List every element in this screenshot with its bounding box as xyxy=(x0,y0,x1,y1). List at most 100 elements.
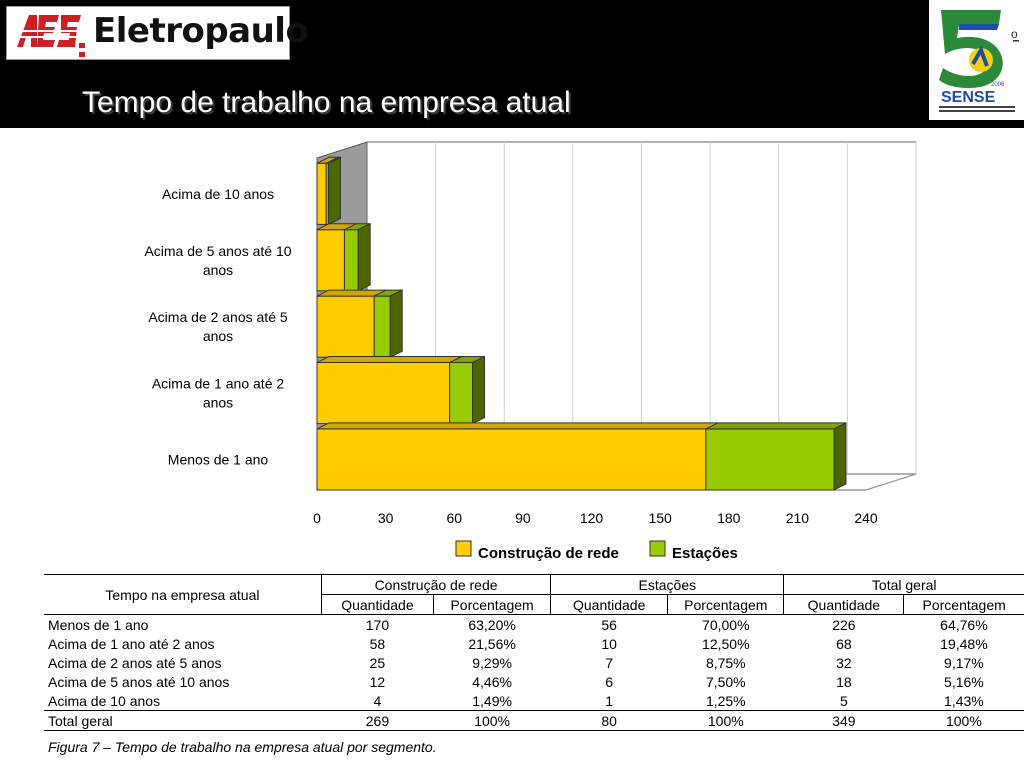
table-cell: 4 xyxy=(373,692,382,709)
chart-bar-top xyxy=(705,422,847,430)
table-total-row: Total geral 269 100% 80 100% 349 100% xyxy=(44,710,1024,731)
table-cell: 9,17% xyxy=(944,654,984,671)
table-col-header: Tempo na empresa atual xyxy=(44,574,322,615)
table-cell: 56 xyxy=(601,616,617,633)
table-group-header: Total geral xyxy=(783,574,1024,595)
table-cell: 70,00% xyxy=(702,616,750,633)
eletropaulo-logo: Eletropaulo xyxy=(6,6,309,60)
table-cell: 5 xyxy=(839,692,848,709)
table-row: Menos de 1 ano 170 63,20% 56 70,00% 226 … xyxy=(44,615,1024,635)
x-tick-label: 150 xyxy=(648,510,672,526)
chart-bar-top xyxy=(316,356,462,364)
chart-bar xyxy=(316,428,707,491)
table-cell: 9,29% xyxy=(472,654,512,671)
legend-swatch xyxy=(455,540,472,557)
table-row-label: Acima de 5 anos até 10 anos xyxy=(48,673,230,690)
sense-logo: 2006 SENSE o xyxy=(929,0,1024,120)
table-cell: 100% xyxy=(433,710,551,731)
chart-bar xyxy=(316,229,345,292)
x-tick-label: 0 xyxy=(313,510,321,526)
chart-bar xyxy=(705,428,835,491)
table-group-header: Estações xyxy=(550,574,784,595)
table-cell: 10 xyxy=(601,635,617,652)
chart-bar-side xyxy=(389,289,403,359)
y-category-label-line: Acima de 10 anos xyxy=(162,186,274,202)
y-category-label-line: anos xyxy=(203,262,233,278)
table-row: Acima de 1 ano até 2 anos 58 21,56% 10 1… xyxy=(44,634,1024,653)
sense-logo-text: SENSE xyxy=(941,89,996,106)
legend-swatch xyxy=(649,540,666,557)
table-row: Acima de 5 anos até 10 anos 12 4,46% 6 7… xyxy=(44,672,1024,691)
table-cell: 80 xyxy=(550,710,668,731)
table-cell: 100% xyxy=(903,710,1024,731)
header-bar: Eletropaulo Tempo de trabalho na empresa… xyxy=(0,0,1024,128)
chart-bar xyxy=(316,162,327,225)
table-cell: 64,76% xyxy=(940,616,988,633)
chart-bar xyxy=(343,229,359,292)
table-cell: 12,50% xyxy=(702,635,750,652)
table-sub-header: Porcentagem xyxy=(432,594,551,615)
table-cell: 58 xyxy=(369,635,386,652)
table-cell: 4,46% xyxy=(472,673,512,690)
chart-bar xyxy=(316,295,375,358)
table-cell: 32 xyxy=(836,654,852,671)
table-sub-header: Quantidade xyxy=(783,594,904,615)
table-cell: 18 xyxy=(836,673,852,690)
y-category-label-line: Acima de 2 anos até 5 xyxy=(148,309,288,325)
table-cell: 63,20% xyxy=(468,616,516,633)
table-cell: 1,49% xyxy=(472,692,512,709)
table-sub-header: Porcentagem xyxy=(903,594,1024,615)
table-cell: 12 xyxy=(369,673,386,690)
table-cell: 68 xyxy=(836,635,852,652)
table-row: Acima de 10 anos 4 1,49% 1 1,25% 5 1,43% xyxy=(44,691,1024,711)
table-cell: 1,43% xyxy=(944,692,984,709)
x-tick-label: 210 xyxy=(786,510,810,526)
table-cell: 1,25% xyxy=(705,692,746,709)
chart-bar xyxy=(449,362,474,425)
y-category-label: Acima de 2 anos até 5 anos xyxy=(148,309,288,344)
table-cell: 170 xyxy=(365,616,390,633)
chart-bar-side xyxy=(472,355,486,425)
table-cell: 269 xyxy=(321,710,434,731)
table-sub-header: Quantidade xyxy=(320,594,434,615)
table-cell: 8,75% xyxy=(705,654,746,671)
table-sub-header: Quantidade xyxy=(550,594,668,615)
x-tick-label: 30 xyxy=(378,510,394,526)
table-row-label: Acima de 2 anos até 5 anos xyxy=(48,654,222,671)
table-cell: 1 xyxy=(605,692,614,709)
logo-separator-icon xyxy=(79,43,85,57)
chart-floor-gridline xyxy=(865,473,917,491)
x-tick-label: 90 xyxy=(515,510,531,526)
y-category-label: Acima de 1 ano até 2 anos xyxy=(152,376,285,411)
y-category-label: Menos de 1 ano xyxy=(168,451,269,467)
y-category-label-line: Menos de 1 ano xyxy=(168,451,269,467)
table-cell: 226 xyxy=(832,616,856,633)
table-cell: 6 xyxy=(605,673,614,690)
svg-text:o: o xyxy=(1011,27,1018,41)
aes-logo-icon xyxy=(15,15,85,47)
table-cell: 25 xyxy=(369,654,386,671)
page-title: Tempo de trabalho na empresa atual xyxy=(82,86,571,119)
x-tick-label: 240 xyxy=(854,510,878,526)
x-tick-label: 180 xyxy=(717,510,741,526)
table-row: Acima de 2 anos até 5 anos 25 9,29% 7 8,… xyxy=(44,653,1024,672)
logo-brand-name: Eletropaulo xyxy=(93,11,309,51)
chart-bar xyxy=(316,362,451,425)
table-row-label: Acima de 10 anos xyxy=(48,692,161,709)
y-category-label: Acima de 10 anos xyxy=(162,186,274,202)
x-tick-label: 120 xyxy=(580,510,604,526)
table-cell: 19,48% xyxy=(940,635,988,652)
table-row-label: Total geral xyxy=(44,710,322,731)
legend-label: Estações xyxy=(672,545,738,562)
table-sub-header: Porcentagem xyxy=(667,594,784,615)
chart-bar xyxy=(373,295,391,358)
bar-chart: Acima de 10 anos Acima de 5 anos até 10 an… xyxy=(144,141,917,562)
table-cell: 100% xyxy=(667,710,784,731)
svg-text:2006: 2006 xyxy=(991,82,1005,88)
figure-caption: Figura 7 – Tempo de trabalho na empresa … xyxy=(48,739,437,755)
y-category-label-line: anos xyxy=(203,395,233,411)
y-category-label-line: Acima de 5 anos até 10 xyxy=(144,243,291,259)
table-cell: 21,56% xyxy=(468,635,516,652)
chart-bar-top xyxy=(316,422,719,430)
x-tick-label: 60 xyxy=(446,510,462,526)
